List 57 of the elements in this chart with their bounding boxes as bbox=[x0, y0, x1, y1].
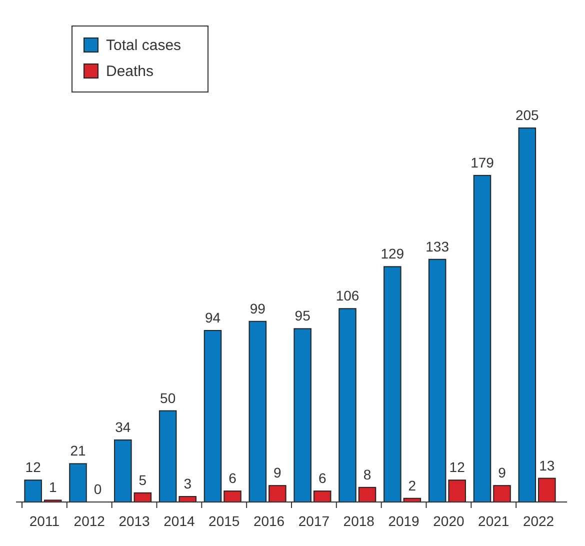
bar bbox=[428, 258, 446, 502]
bar bbox=[538, 478, 556, 502]
data-label: 13 bbox=[539, 457, 555, 474]
x-tick-label: 2013 bbox=[118, 513, 150, 529]
data-label: 12 bbox=[449, 459, 466, 476]
data-label: 99 bbox=[250, 300, 266, 316]
data-label: 8 bbox=[363, 466, 372, 482]
data-label: 34 bbox=[115, 418, 131, 435]
data-label: 129 bbox=[380, 246, 404, 262]
data-label: 9 bbox=[274, 464, 282, 481]
x-tick-label: 2016 bbox=[253, 513, 285, 529]
data-label: 6 bbox=[228, 470, 237, 486]
bar bbox=[338, 308, 356, 502]
x-tick-label: 2022 bbox=[522, 513, 554, 529]
x-tick-label: 2014 bbox=[164, 513, 195, 529]
data-label: 94 bbox=[204, 310, 221, 326]
x-tick-label: 2019 bbox=[388, 513, 420, 529]
bar bbox=[114, 439, 132, 502]
data-label: 133 bbox=[426, 238, 450, 254]
x-tick-label: 2015 bbox=[208, 513, 240, 529]
data-label: 9 bbox=[498, 464, 506, 481]
bar bbox=[248, 320, 267, 502]
data-label: 95 bbox=[294, 308, 311, 324]
bar bbox=[493, 485, 511, 502]
x-tick-label: 2018 bbox=[343, 513, 375, 529]
bar bbox=[158, 410, 177, 502]
bar bbox=[294, 328, 312, 502]
bar bbox=[24, 480, 42, 502]
bar bbox=[384, 266, 402, 502]
data-label: 6 bbox=[318, 470, 326, 486]
x-tick-label: 2017 bbox=[298, 513, 330, 529]
data-label: 12 bbox=[25, 459, 42, 476]
data-label: 0 bbox=[94, 481, 102, 497]
data-label: 21 bbox=[70, 442, 86, 459]
x-tick-label: 2011 bbox=[29, 513, 60, 529]
bar bbox=[358, 486, 376, 502]
bar bbox=[448, 480, 466, 502]
bar bbox=[69, 463, 87, 502]
data-label: 106 bbox=[336, 288, 360, 304]
x-tick-label: 2020 bbox=[433, 513, 464, 529]
data-label: 1 bbox=[48, 479, 57, 496]
data-label: 5 bbox=[138, 472, 147, 488]
data-label: 2 bbox=[408, 477, 416, 494]
bar bbox=[204, 330, 222, 502]
data-label: 3 bbox=[184, 476, 192, 492]
data-label: 50 bbox=[160, 390, 176, 406]
bar bbox=[268, 485, 286, 502]
bar bbox=[473, 174, 492, 502]
data-label: 179 bbox=[470, 154, 494, 170]
legend-label: Deaths bbox=[106, 63, 154, 80]
bar bbox=[518, 128, 536, 502]
data-label: 205 bbox=[515, 107, 540, 123]
x-tick-label: 2021 bbox=[478, 513, 510, 529]
bar bbox=[313, 490, 332, 502]
bar bbox=[224, 490, 242, 502]
legend-label: Total cases bbox=[106, 37, 182, 54]
x-tick-label: 2012 bbox=[74, 513, 106, 529]
